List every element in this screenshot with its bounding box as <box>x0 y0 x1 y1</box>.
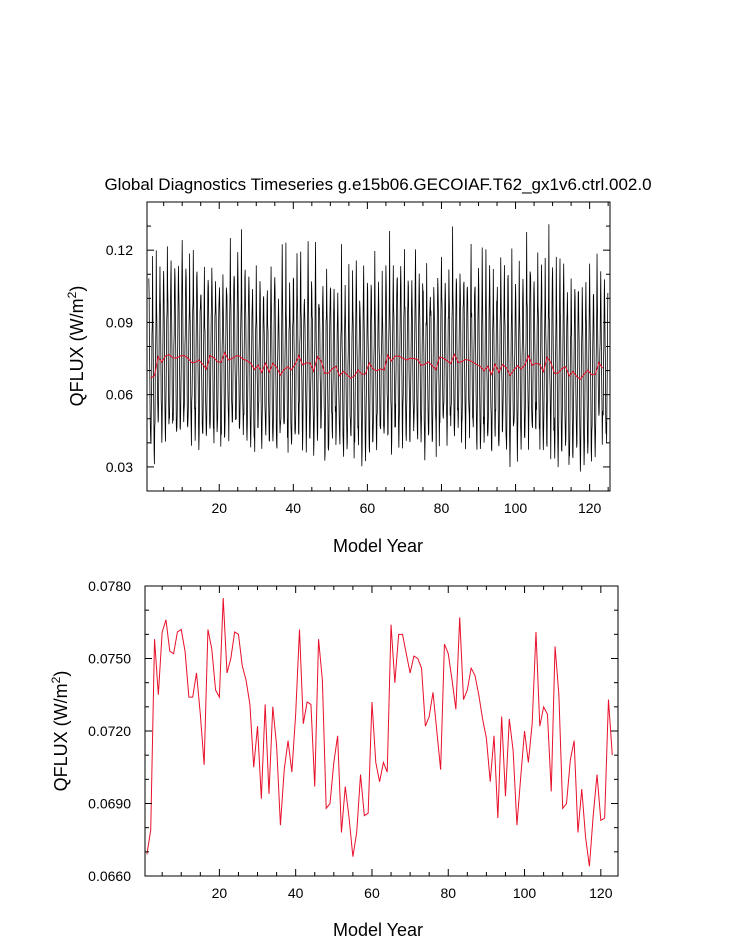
bottom-y-axis-label: QFLUX (W/m2) <box>49 671 71 792</box>
top-plot-area <box>148 224 609 472</box>
bottom-plot-frame <box>144 585 619 877</box>
bottom-y-tick-label: 0.0720 <box>88 723 131 739</box>
bottom-plot-area <box>146 598 613 867</box>
bottom-y-label-suffix: ) <box>51 671 71 677</box>
bottom-x-tick-label: 120 <box>589 885 613 901</box>
top-y-label-main: QFLUX (W/m <box>67 298 87 406</box>
top-x-axis: 20 40 60 80 100 120 <box>163 202 609 516</box>
bottom-x-tick-label: 40 <box>288 885 304 901</box>
top-y-tick-label: 0.03 <box>106 459 133 475</box>
top-chart-title: Global Diagnostics Timeseries g.e15b06.G… <box>104 175 651 194</box>
top-y-tick-label: 0.12 <box>106 242 133 258</box>
bottom-panel: 20 40 60 80 100 120 0.06600.06900.07200.07500… <box>49 578 619 940</box>
bottom-x-axis-label: Model Year <box>333 920 423 940</box>
top-monthly-series-line <box>148 224 609 472</box>
bottom-x-axis: 20 40 60 80 100 120 <box>161 586 613 901</box>
top-y-axis-label: QFLUX (W/m2) <box>65 286 87 407</box>
bottom-y-label-main: QFLUX (W/m <box>51 683 71 791</box>
top-y-axis: 0.03 0.06 0.09 0.12 <box>106 201 610 492</box>
top-y-tick-label: 0.06 <box>106 387 133 403</box>
bottom-annual-mean-line <box>146 598 613 867</box>
bottom-y-label-superscript: 2 <box>49 676 63 683</box>
top-x-tick-label: 60 <box>360 500 376 516</box>
top-y-label-suffix: ) <box>67 286 87 292</box>
bottom-y-tick-label: 0.0690 <box>88 796 131 812</box>
top-x-tick-label: 20 <box>211 500 227 516</box>
bottom-x-tick-label: 60 <box>364 885 380 901</box>
top-y-label-superscript: 2 <box>65 291 79 298</box>
bottom-x-tick-label: 100 <box>513 885 537 901</box>
top-x-tick-label: 80 <box>434 500 450 516</box>
top-x-tick-label: 100 <box>504 500 528 516</box>
bottom-y-tick-label: 0.0780 <box>88 578 131 594</box>
bottom-y-tick-label: 0.0750 <box>88 651 131 667</box>
bottom-y-tick-label: 0.0660 <box>88 868 131 884</box>
top-x-tick-label: 120 <box>578 500 602 516</box>
top-x-tick-label: 40 <box>286 500 302 516</box>
top-y-tick-label: 0.09 <box>106 314 133 330</box>
bottom-y-axis: 0.0660 0.0690 0.0720 0.0750 0.0780 <box>88 578 618 884</box>
top-annual-mean-line <box>150 351 604 380</box>
bottom-x-tick-label: 20 <box>212 885 228 901</box>
top-panel: Global Diagnostics Timeseries g.e15b06.G… <box>65 175 652 556</box>
top-x-axis-label: Model Year <box>333 536 423 556</box>
bottom-x-tick-label: 80 <box>440 885 456 901</box>
